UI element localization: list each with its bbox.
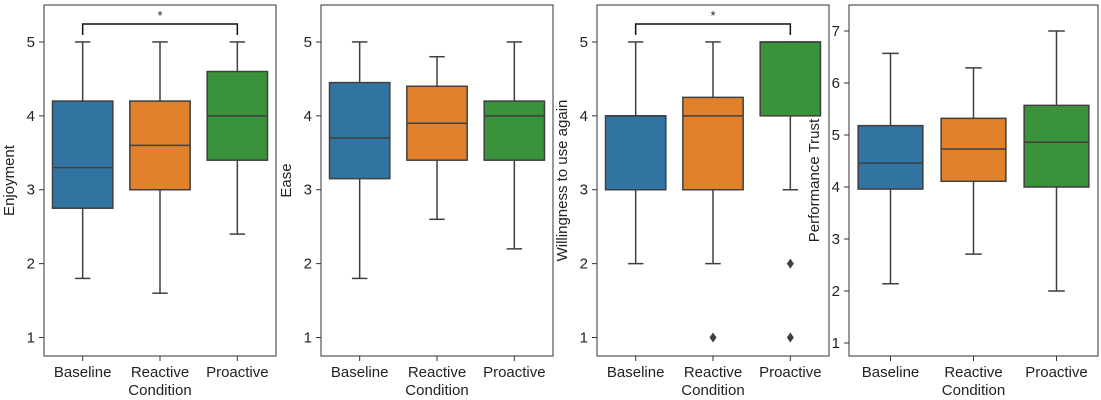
y-tick-label: 6 [832,75,840,92]
y-tick-label: 5 [580,34,588,51]
y-axis-label: Performance Trust [806,118,823,242]
iqr-box [857,124,924,190]
iqr-box [483,100,546,161]
y-axis-label: Ease [278,163,295,197]
outlier-marker [709,332,717,343]
y-tick-label: 1 [580,330,588,347]
iqr-box [604,115,667,191]
y-tick-label: 3 [580,182,588,199]
significance-label: * [157,8,162,23]
significance-label: * [710,8,715,23]
x-tick-label: Baseline [54,364,112,381]
iqr-box [759,41,822,117]
y-tick-label: 5 [832,127,840,144]
x-tick-label: Proactive [206,364,269,381]
chart-panel-2: 1 2 3 4 5 Willingness to use again Baseline Rea… [554,4,830,399]
y-tick-label: 3 [304,182,312,199]
y-tick-label: 2 [27,256,35,273]
y-tick-label: 4 [304,108,312,125]
y-axis-label: Enjoyment [1,144,18,216]
box-reactive [682,41,744,343]
x-tick-label: Reactive [684,364,742,381]
x-tick-label: Baseline [607,364,665,381]
y-tick-label: 2 [580,256,588,273]
x-axis-label: Condition [681,382,744,399]
box-proactive [1023,30,1090,292]
x-axis-label: Condition [405,382,468,399]
y-tick-label: 4 [832,179,840,196]
y-tick-label: 2 [304,256,312,273]
iqr-box [940,117,1007,183]
box-proactive [759,41,822,343]
box-reactive [940,67,1007,255]
x-tick-label: Reactive [944,364,1002,381]
y-tick-label: 5 [27,34,35,51]
iqr-box [682,96,744,191]
x-tick-label: Reactive [131,364,189,381]
box-baseline [328,41,391,280]
significance-bracket [634,23,792,35]
y-tick-label: 4 [580,108,588,125]
iqr-box [328,81,391,180]
chart-panel-3: 1 2 3 4 5 6 7 Performance Trust Baseline Reactive… [806,4,1099,399]
box-baseline [604,41,667,265]
box-reactive [406,55,468,221]
y-tick-label: 7 [832,23,840,40]
iqr-box [51,100,114,209]
x-tick-label: Proactive [483,364,546,381]
x-axis-label: Condition [128,382,191,399]
box-reactive [129,41,191,294]
y-tick-label: 1 [27,330,35,347]
y-tick-label: 3 [27,182,35,199]
box-proactive [206,41,269,235]
y-tick-label: 3 [832,231,840,248]
x-axis-label: Condition [942,382,1005,399]
y-tick-label: 2 [832,283,840,300]
significance-bracket [81,23,239,35]
chart-panel-0: 1 2 3 4 5 Enjoyment Baseline Reactive Proactive C… [1,4,277,399]
box-baseline [857,52,924,285]
box-baseline [51,41,114,280]
y-tick-label: 4 [27,108,35,125]
outlier-marker [786,258,794,269]
outlier-marker [786,332,794,343]
x-tick-label: Proactive [1025,364,1088,381]
x-tick-label: Baseline [331,364,389,381]
x-tick-label: Baseline [862,364,920,381]
iqr-box [1023,104,1090,188]
x-tick-label: Reactive [408,364,466,381]
y-tick-label: 1 [832,335,840,352]
y-tick-label: 5 [304,34,312,51]
x-tick-label: Proactive [759,364,822,381]
y-tick-label: 1 [304,330,312,347]
box-proactive [483,41,546,250]
chart-panel-1: 1 2 3 4 5 Ease Baseline Reactive Proactive Condit… [278,4,554,399]
y-axis-label: Willingness to use again [554,100,571,262]
